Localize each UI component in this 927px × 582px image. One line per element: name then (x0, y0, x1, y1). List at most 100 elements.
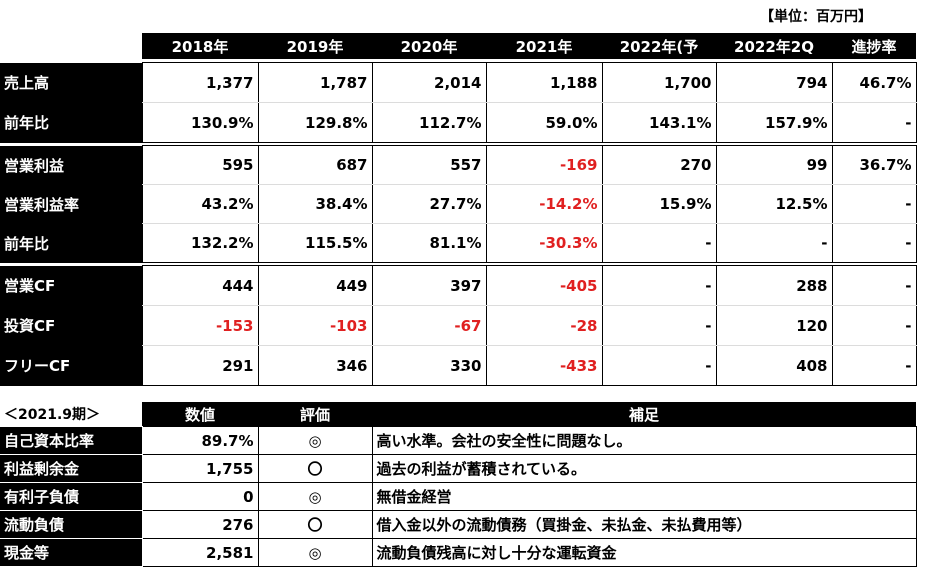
table-cell: 12.5% (716, 184, 833, 224)
header-evaluation: 評価 (258, 402, 372, 427)
evaluation-cell: 〇 (257, 510, 373, 539)
value-cell: 2,581 (141, 538, 259, 567)
value-cell: 276 (141, 510, 259, 539)
table-cell: -433 (486, 345, 603, 386)
row-label: 現金等 (0, 538, 143, 567)
table-cell: 288 (716, 265, 833, 306)
evaluation-cell: ◎ (257, 482, 373, 511)
period-label: ＜2021.9期＞ (0, 402, 142, 427)
table-cell: 1,188 (486, 62, 603, 103)
table-cell: -405 (486, 265, 603, 306)
evaluation-cell: 〇 (257, 454, 373, 483)
table-row: 自己資本比率 89.7% ◎ 高い水準。会社の安全性に問題なし。 (0, 426, 917, 455)
header-2022-forecast: 2022年(予 (602, 33, 716, 59)
row-label: 自己資本比率 (0, 426, 143, 455)
evaluation-cell: ◎ (257, 426, 373, 455)
table-cell: 99 (716, 145, 833, 185)
header-note: 補足 (372, 402, 916, 427)
table-row: 利益剰余金 1,755 〇過去の利益が蓄積されている。 (0, 454, 917, 483)
evaluation-cell: ◎ (257, 538, 373, 567)
row-label: 前年比 (0, 102, 142, 143)
table-cell: -30.3% (486, 223, 603, 263)
header-2021: 2021年 (486, 33, 602, 59)
row-label: 流動負債 (0, 510, 143, 539)
table-cell: -169 (486, 145, 603, 185)
row-label: 営業利益率 (0, 184, 142, 224)
row-label: 営業利益 (0, 145, 142, 185)
table-cell: - (832, 345, 917, 386)
operating-profit-group: 営業利益 595 687 557 -169 270 99 36.7% 営業利益率 43.2% 38.… (0, 145, 917, 263)
cashflow-group: 営業CF 444 449 397 -405-288- 投資CF -153 -103 -67 -28… (0, 265, 917, 386)
table-cell: 46.7% (832, 62, 917, 103)
financial-header: 2018年 2019年 2020年 2021年 2022年(予 2022年2Q … (0, 33, 916, 59)
value-cell: 1,755 (141, 454, 259, 483)
table-row: 有利子負債 0 ◎ 無借金経営 (0, 482, 917, 511)
table-cell: - (832, 223, 917, 263)
sales-group: 売上高 1,377 1,787 2,014 1,188 1,700 794 46.7% 前年比 1… (0, 62, 917, 143)
table-cell: 120 (716, 305, 833, 346)
unit-label: 【単位：百万円】 (760, 9, 872, 25)
table-cell: 130.9% (141, 102, 259, 143)
note-cell: 過去の利益が蓄積されている。 (371, 454, 917, 483)
table-cell: 1,377 (141, 62, 259, 103)
table-cell: - (602, 345, 717, 386)
table-cell: 112.7% (372, 102, 487, 143)
note-cell: 高い水準。会社の安全性に問題なし。 (371, 426, 917, 455)
row-label: 営業CF (0, 265, 142, 306)
table-row: 営業CF 444 449 397 -405-288- (0, 265, 917, 306)
row-label: 利益剰余金 (0, 454, 143, 483)
header-2022-2q: 2022年2Q (716, 33, 832, 59)
row-label: 前年比 (0, 223, 142, 263)
table-cell: 794 (716, 62, 833, 103)
value-cell: 89.7% (141, 426, 259, 455)
table-cell: 270 (602, 145, 717, 185)
header-2020: 2020年 (372, 33, 486, 59)
table-cell: 81.1% (372, 223, 487, 263)
row-label: フリーCF (0, 345, 142, 386)
table-cell: - (832, 184, 917, 224)
table-cell: 1,700 (602, 62, 717, 103)
header-blank (0, 33, 142, 59)
table-cell: - (716, 223, 833, 263)
table-row: 流動負債 276 〇借入金以外の流動債務（買掛金、未払金、未払費用等） (0, 510, 917, 539)
table-cell: 444 (141, 265, 259, 306)
table-cell: 43.2% (141, 184, 259, 224)
table-cell: 346 (258, 345, 373, 386)
table-cell: -153 (141, 305, 259, 346)
note-cell: 無借金経営 (371, 482, 917, 511)
table-row: 前年比 130.9% 129.8% 112.7% 59.0% 143.1% 157.9% - (0, 102, 917, 143)
table-cell: 36.7% (832, 145, 917, 185)
table-cell: -67 (372, 305, 487, 346)
table-cell: 291 (141, 345, 259, 386)
table-cell: 595 (141, 145, 259, 185)
table-cell: - (602, 223, 717, 263)
table-cell: 157.9% (716, 102, 833, 143)
table-cell: -103 (258, 305, 373, 346)
table-row: 営業利益率 43.2% 38.4% 27.7% -14.2% 15.9% 12.5% - (0, 184, 917, 224)
table-cell: 449 (258, 265, 373, 306)
table-row: 営業利益 595 687 557 -169 270 99 36.7% (0, 145, 917, 185)
header-2019: 2019年 (258, 33, 372, 59)
table-cell: 330 (372, 345, 487, 386)
header-value: 数値 (142, 402, 258, 427)
row-label: 売上高 (0, 62, 142, 103)
table-cell: - (602, 305, 717, 346)
table-cell: 129.8% (258, 102, 373, 143)
table-cell: - (832, 305, 917, 346)
table-row: 投資CF -153 -103 -67 -28-120- (0, 305, 917, 346)
note-cell: 流動負債残高に対し十分な運転資金 (371, 538, 917, 567)
table-row: 現金等 2,581 ◎ 流動負債残高に対し十分な運転資金 (0, 538, 917, 567)
table-row: 前年比 132.2% 115.5% 81.1% -30.3% - - - (0, 223, 917, 263)
table-cell: - (602, 265, 717, 306)
table-row: フリーCF 291 346 330 -433-408- (0, 345, 917, 386)
header-2018: 2018年 (142, 33, 258, 59)
table-cell: 115.5% (258, 223, 373, 263)
table-cell: 132.2% (141, 223, 259, 263)
table-cell: 27.7% (372, 184, 487, 224)
table-cell: 687 (258, 145, 373, 185)
balance-sheet-table: ＜2021.9期＞ 数値 評価 補足 自己資本比率 89.7% ◎ 高い水準。会社の安… (0, 402, 917, 567)
table-cell: -14.2% (486, 184, 603, 224)
table-cell: 1,787 (258, 62, 373, 103)
table-cell: 2,014 (372, 62, 487, 103)
table-row: 売上高 1,377 1,787 2,014 1,188 1,700 794 46.7% (0, 62, 917, 103)
